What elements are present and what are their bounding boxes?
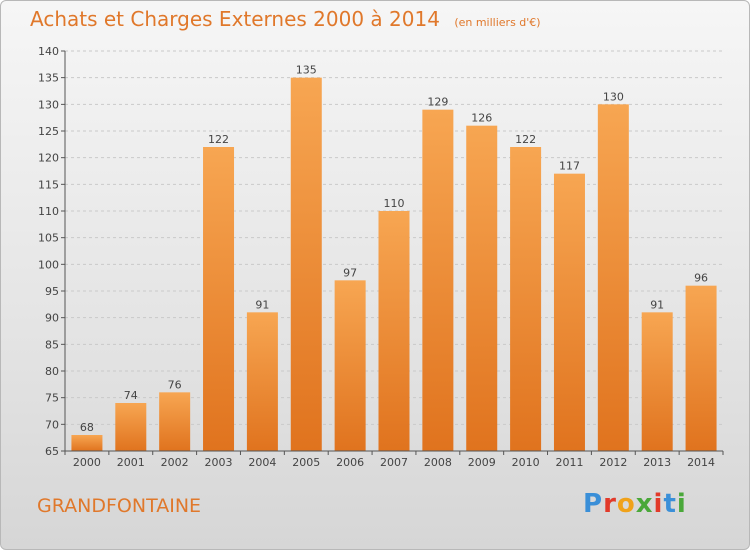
x-tick-label: 2003	[205, 456, 233, 469]
y-tick-label: 120	[38, 152, 59, 165]
x-tick-label: 2014	[687, 456, 715, 469]
y-axis: 65 70 75 80 85 90 95 100 105 110 115 120 125 130 135 14…	[38, 45, 66, 458]
x-tick-label: 2005	[292, 456, 320, 469]
bar-value-label: 74	[124, 389, 138, 402]
bar-2003	[203, 147, 235, 451]
bar-2008	[422, 109, 454, 452]
data-labels: 68 74 76 122 91 135 97 110 129 126 122 117 130 91 96	[80, 64, 708, 434]
y-tick-label: 65	[45, 445, 59, 458]
logo-letter: o	[616, 489, 636, 519]
x-tick-label: 2000	[73, 456, 101, 469]
y-tick-label: 135	[38, 72, 59, 85]
x-tick-label: 2004	[248, 456, 276, 469]
bar-value-label: 76	[168, 378, 182, 391]
y-tick-label: 130	[38, 98, 59, 111]
y-tick-label: 125	[38, 125, 59, 138]
bar-2005	[290, 77, 322, 452]
x-tick-label: 2006	[336, 456, 364, 469]
bar-value-label: 129	[427, 96, 448, 109]
bar-2013	[641, 312, 673, 451]
logo-letter: i	[653, 489, 664, 519]
proxiti-logo[interactable]: Proxiti	[583, 489, 687, 519]
x-tick-label: 2010	[512, 456, 540, 469]
x-tick-label: 2001	[117, 456, 145, 469]
logo-letter: r	[603, 489, 617, 519]
y-tick-label: 85	[45, 338, 59, 351]
y-tick-label: 95	[45, 285, 59, 298]
bar-value-label: 122	[208, 133, 229, 146]
bar-value-label: 91	[650, 298, 664, 311]
logo-letter: x	[635, 489, 654, 519]
bar-value-label: 122	[515, 133, 536, 146]
bar-value-label: 126	[471, 112, 492, 125]
x-tick-label: 2011	[555, 456, 583, 469]
location-label: GRANDFONTAINE	[37, 495, 202, 517]
x-tick-label: 2009	[468, 456, 496, 469]
y-tick-label: 115	[38, 178, 59, 191]
bars	[71, 77, 717, 452]
bar-value-label: 97	[343, 266, 357, 279]
y-tick-label: 100	[38, 258, 59, 271]
bar-value-label: 130	[603, 90, 624, 103]
bar-value-label: 91	[255, 298, 269, 311]
logo-letter: P	[583, 489, 604, 519]
y-tick-label: 75	[45, 392, 59, 405]
bar-2002	[159, 392, 191, 451]
y-tick-label: 110	[38, 205, 59, 218]
bar-value-label: 117	[559, 160, 580, 173]
x-tick-label: 2008	[424, 456, 452, 469]
y-tick-label: 70	[45, 418, 59, 431]
bar-2001	[115, 403, 147, 451]
bar-2011	[553, 173, 585, 451]
bar-2007	[378, 211, 410, 451]
bar-value-label: 68	[80, 421, 94, 434]
bar-2014	[685, 285, 717, 451]
logo-letter: i	[676, 489, 687, 519]
x-tick-label: 2002	[161, 456, 189, 469]
bar-2009	[466, 125, 498, 452]
logo-letter: t	[663, 489, 677, 519]
x-axis: 2000 2001 2002 2003 2004 2005 2006 2007 2008 2009…	[64, 450, 724, 469]
y-tick-label: 80	[45, 365, 59, 378]
bar-2012	[597, 104, 629, 451]
y-tick-label: 140	[38, 45, 59, 58]
bar-2010	[510, 147, 542, 451]
x-tick-label: 2013	[643, 456, 671, 469]
bar-2004	[246, 312, 278, 451]
bar-2000	[71, 435, 103, 451]
bar-value-label: 110	[384, 197, 405, 210]
chart-title: Achats et Charges Externes 2000 à 2014 (…	[30, 7, 541, 31]
chart-unit-note: (en milliers d'€)	[454, 16, 541, 29]
bar-value-label: 96	[694, 272, 708, 285]
bar-value-label: 135	[296, 64, 317, 77]
chart-title-text: Achats et Charges Externes 2000 à 2014	[30, 7, 440, 31]
y-tick-label: 105	[38, 232, 59, 245]
y-tick-label: 90	[45, 312, 59, 325]
x-tick-label: 2012	[599, 456, 627, 469]
x-tick-label: 2007	[380, 456, 408, 469]
bar-2006	[334, 280, 366, 451]
